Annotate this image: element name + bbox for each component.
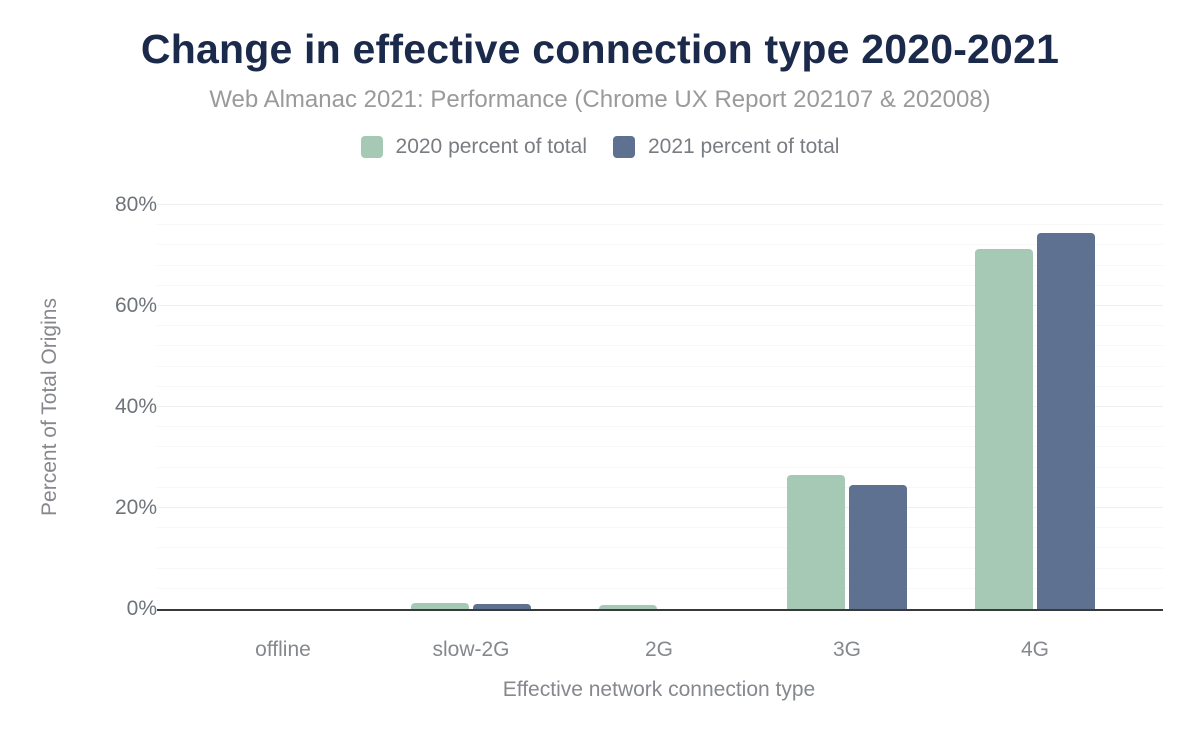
x-tick-label-4G: 4G <box>1020 638 1049 661</box>
x-tick-label-3G: 3G <box>832 638 861 661</box>
legend: 2020 percent of total 2021 percent of to… <box>0 135 1200 159</box>
gridline <box>157 426 1163 428</box>
gridline <box>157 567 1163 569</box>
chart-header: Change in effective connection type 2020… <box>0 0 1200 159</box>
y-tick-label: 40% <box>114 395 157 418</box>
gridline <box>157 446 1163 448</box>
y-tick-label: 20% <box>114 496 157 519</box>
chart-figure: Change in effective connection type 2020… <box>0 0 1200 701</box>
gridline <box>157 547 1163 549</box>
plot-area: offline slow-2G 2G 3G 4G Effective network c… <box>115 193 1163 701</box>
gridline <box>157 385 1163 387</box>
chart-subtitle: Web Almanac 2021: Performance (Chrome UX… <box>209 86 991 114</box>
gridline <box>157 345 1163 347</box>
gridline <box>157 486 1163 488</box>
bar-2020-3G[interactable] <box>787 475 845 609</box>
bar-2020-2G[interactable] <box>599 605 657 609</box>
x-axis-title: Effective network connection type <box>502 678 816 701</box>
chart-title: Change in effective connection type 2020… <box>140 26 1060 72</box>
gridline <box>157 507 1163 508</box>
bar-2020-slow-2G[interactable] <box>411 602 469 609</box>
bar-2021-4G[interactable] <box>1037 233 1095 609</box>
gridline <box>157 244 1163 246</box>
x-tick-label-2G: 2G <box>644 638 673 661</box>
y-tick-label: 0% <box>126 597 157 620</box>
gridline <box>157 284 1163 286</box>
x-axis-labels: offline slow-2G 2G 3G 4G <box>189 621 1129 662</box>
gridline <box>157 365 1163 367</box>
gridline <box>157 406 1163 407</box>
gridline <box>157 204 1163 205</box>
y-tick-label: 60% <box>114 294 157 317</box>
gridline <box>157 466 1163 468</box>
gridline <box>157 587 1163 589</box>
y-axis-title: Percent of Total Origins <box>38 298 61 516</box>
legend-label-2020: 2020 percent of total <box>395 135 587 159</box>
gridline <box>157 305 1163 306</box>
legend-item-2020[interactable]: 2020 percent of total <box>360 135 587 159</box>
legend-swatch-2020 <box>360 136 383 159</box>
gridline <box>157 527 1163 529</box>
x-tick-label-offline: offline <box>255 638 311 661</box>
chart-area: Percent of Total Origins offline slow-2G 2… <box>0 185 1200 742</box>
gridline <box>157 264 1163 266</box>
bar-2021-slow-2G[interactable] <box>473 604 531 609</box>
legend-item-2021[interactable]: 2021 percent of total <box>613 135 839 159</box>
x-tick-label-slow-2G: slow-2G <box>432 638 510 661</box>
bar-2021-2G[interactable] <box>661 608 719 609</box>
bar-2021-3G[interactable] <box>849 485 907 609</box>
y-tick-label: 80% <box>114 193 157 216</box>
gridline <box>157 325 1163 327</box>
gridline <box>157 224 1163 226</box>
legend-swatch-2021 <box>613 136 635 159</box>
bar-2020-4G[interactable] <box>975 248 1033 609</box>
x-axis-line <box>157 609 1163 611</box>
legend-label-2021: 2021 percent of total <box>648 135 840 159</box>
